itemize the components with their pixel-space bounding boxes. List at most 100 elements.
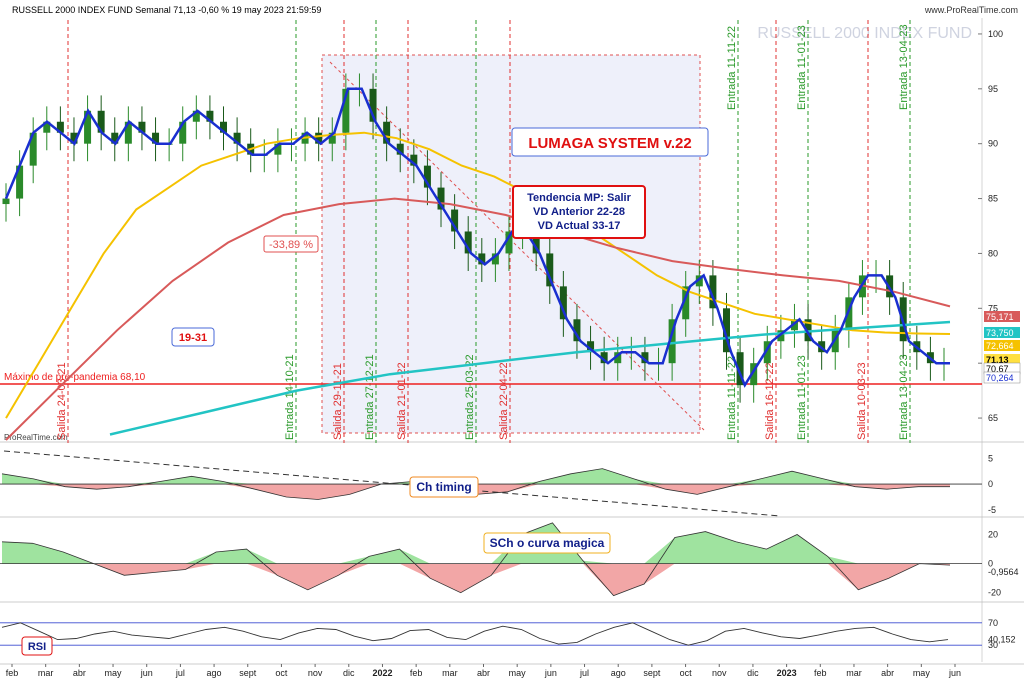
system-title-box bbox=[511, 127, 709, 157]
time-axis-label: abr bbox=[73, 668, 86, 678]
candle-body bbox=[315, 132, 323, 144]
price-tag-bg bbox=[984, 311, 1020, 322]
drawdown-box bbox=[263, 235, 319, 253]
candle-body bbox=[478, 253, 486, 265]
price-tag: 72,664 bbox=[986, 341, 1014, 351]
rsi-tick-label: 70 bbox=[988, 618, 998, 628]
price-tag-bg bbox=[984, 340, 1020, 351]
entry-label-top: Entrada 11-01-23 bbox=[796, 25, 808, 110]
candle-body bbox=[451, 209, 459, 232]
price-tag: 70,67 bbox=[986, 364, 1009, 374]
exit-label: Salida 21-01-22 bbox=[396, 362, 408, 440]
time-axis-label: dic bbox=[747, 668, 759, 678]
candle-body bbox=[111, 132, 119, 144]
rsi-label: RSI bbox=[28, 641, 46, 653]
sch-tick-label: 20 bbox=[988, 530, 998, 540]
candle-body bbox=[369, 88, 377, 122]
candle-body bbox=[97, 110, 105, 133]
time-axis-label: feb bbox=[6, 668, 19, 678]
candle-body bbox=[124, 121, 132, 144]
time-axis-label: jul bbox=[579, 668, 589, 678]
price-tick-label: 85 bbox=[988, 194, 998, 204]
time-axis-label: ago bbox=[611, 668, 626, 678]
candle-body bbox=[505, 231, 513, 254]
time-axis-label: 2022 bbox=[372, 668, 392, 678]
brand-label: www.ProRealTime.com bbox=[924, 5, 1018, 15]
sch-label: SCh o curva magica bbox=[490, 536, 605, 550]
time-axis-label: dic bbox=[343, 668, 355, 678]
price-ma-short-line bbox=[4, 87, 950, 388]
candle-body bbox=[464, 231, 472, 254]
candle-body bbox=[396, 143, 404, 155]
time-axis-label: jun bbox=[948, 668, 961, 678]
candle-body bbox=[532, 231, 540, 254]
time-axis-label: oct bbox=[680, 668, 693, 678]
candle-body bbox=[845, 297, 853, 331]
sch-tick-label: 0 bbox=[988, 559, 993, 569]
price-tag: 70,264 bbox=[986, 373, 1014, 383]
watermark: RUSSELL 2000 INDEX FUND bbox=[757, 25, 972, 42]
candle-body bbox=[668, 319, 676, 364]
price-tag-bg bbox=[984, 327, 1020, 338]
entry-label: Entrada 11-11-22 bbox=[726, 356, 738, 440]
candle-body bbox=[70, 132, 78, 144]
candle-body bbox=[423, 165, 431, 188]
candle-body bbox=[2, 198, 10, 205]
candle-body bbox=[342, 88, 350, 133]
footer-brand: ProRealTime.com bbox=[4, 433, 68, 442]
time-axis-label: jun bbox=[140, 668, 153, 678]
time-axis-label: ago bbox=[207, 668, 222, 678]
candle-body bbox=[750, 363, 758, 386]
exit-label: Salida 10-03-23 bbox=[856, 362, 868, 440]
candle-body bbox=[179, 121, 187, 144]
trend-box-line: Tendencia MP: Salir bbox=[527, 192, 631, 204]
candle-body bbox=[682, 286, 690, 320]
time-axis-label: sept bbox=[643, 668, 661, 678]
entry-label-top: Entrada 13-04-23 bbox=[898, 24, 910, 110]
price-tag-bg bbox=[983, 371, 1021, 384]
price-tick-label: 65 bbox=[988, 413, 998, 423]
ch-timing-label: Ch timing bbox=[416, 480, 471, 494]
price-tag: 75,171 bbox=[986, 312, 1014, 322]
candle-body bbox=[600, 352, 608, 364]
candle-body bbox=[220, 121, 228, 133]
candle-body bbox=[84, 110, 92, 144]
time-axis-label: abr bbox=[881, 668, 894, 678]
candle-body bbox=[695, 275, 703, 287]
entry-label: Entrada 25-03-22 bbox=[464, 354, 476, 440]
rsi-tick-label: 30 bbox=[988, 640, 998, 650]
price-tag: 73,750 bbox=[986, 328, 1014, 338]
ma-red-line bbox=[5, 197, 951, 441]
time-axis-label: may bbox=[913, 668, 931, 678]
candle-body bbox=[29, 132, 37, 166]
candle-body bbox=[206, 110, 214, 122]
ch-tick-label: 5 bbox=[988, 453, 993, 463]
time-axis-label: jun bbox=[544, 668, 557, 678]
candle-body bbox=[233, 132, 241, 144]
ma-cyan-line bbox=[109, 320, 951, 436]
rsi-box bbox=[21, 636, 53, 656]
time-axis-label: 2023 bbox=[777, 668, 797, 678]
time-axis-label: nov bbox=[308, 668, 323, 678]
candle-body bbox=[709, 275, 717, 309]
candle-body bbox=[152, 132, 160, 144]
candle-body bbox=[736, 352, 744, 386]
support-label: Máximo de pre-pandemia 68,10 bbox=[4, 372, 146, 383]
time-axis-label: may bbox=[509, 668, 527, 678]
candle-body bbox=[641, 352, 649, 364]
candle-body bbox=[722, 308, 730, 353]
trend-box bbox=[512, 185, 646, 239]
exit-label: Salida 22-04-22 bbox=[498, 362, 510, 440]
candle-body bbox=[56, 121, 64, 133]
time-axis-label: jul bbox=[175, 668, 185, 678]
sch-line bbox=[1, 522, 951, 597]
time-axis-label: mar bbox=[442, 668, 458, 678]
candle-body bbox=[138, 121, 146, 133]
price-tick-label: 90 bbox=[988, 139, 998, 149]
system-title: LUMAGA SYSTEM v.22 bbox=[528, 135, 691, 152]
candle-body bbox=[491, 253, 499, 265]
price-tick-label: 75 bbox=[988, 303, 998, 313]
time-axis-label: may bbox=[105, 668, 123, 678]
drawdown-label: -33,89 % bbox=[269, 239, 313, 251]
